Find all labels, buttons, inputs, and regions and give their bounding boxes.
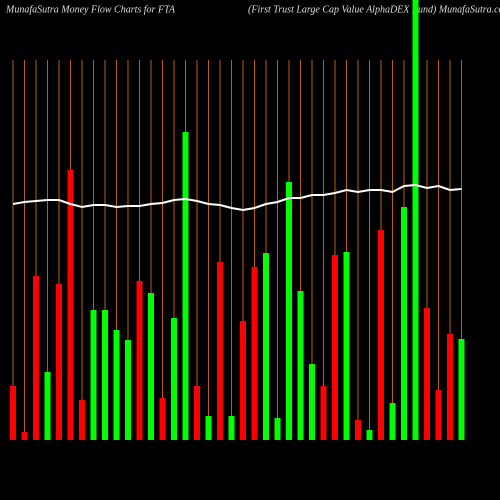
bar <box>21 432 28 440</box>
bar <box>44 372 51 440</box>
bar <box>10 386 16 440</box>
bar <box>194 386 200 440</box>
bar <box>102 310 108 440</box>
bar <box>67 170 74 440</box>
bar <box>171 318 177 440</box>
bar <box>320 386 327 440</box>
bar <box>159 398 166 440</box>
bar <box>286 182 292 440</box>
money-flow-line <box>12 183 462 212</box>
bar <box>412 0 419 440</box>
bar <box>274 418 281 440</box>
bar <box>424 308 430 440</box>
bar <box>240 321 246 440</box>
bar <box>113 330 120 440</box>
bar <box>148 293 154 440</box>
bar <box>182 132 189 440</box>
bar <box>90 310 97 440</box>
bar <box>355 420 361 440</box>
bar <box>79 400 85 440</box>
bar <box>297 291 304 440</box>
bar <box>332 255 338 440</box>
bar <box>401 207 407 440</box>
bar <box>251 267 258 440</box>
bar <box>228 416 235 440</box>
bar <box>366 430 373 440</box>
bar <box>447 334 453 440</box>
bar <box>217 262 223 440</box>
bar <box>389 403 396 440</box>
bar <box>205 416 212 440</box>
bar <box>136 281 143 440</box>
chart-subtitle: (First Trust Large Cap Value AlphaDEX Fu… <box>248 4 500 15</box>
bar <box>435 390 442 440</box>
bar <box>343 252 350 440</box>
bar <box>56 284 62 440</box>
bar <box>309 364 315 440</box>
bar <box>263 253 269 440</box>
bar <box>125 340 131 440</box>
chart-title: MunafaSutra Money Flow Charts for FTA <box>5 4 176 15</box>
bar <box>378 230 384 440</box>
bar <box>458 339 465 440</box>
bar <box>33 276 39 440</box>
